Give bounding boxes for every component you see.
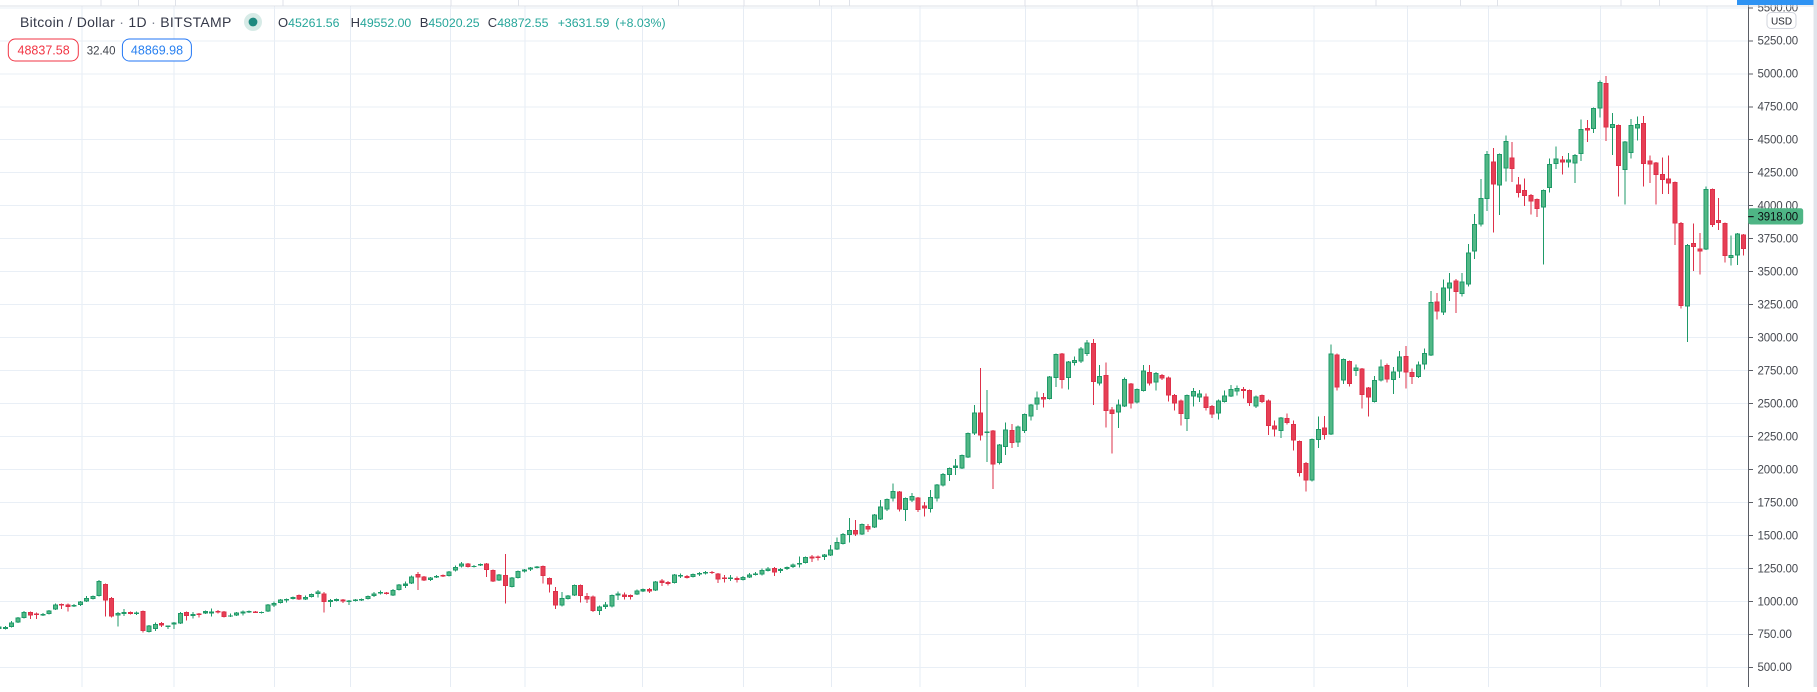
svg-text:3500.00: 3500.00 [1758,267,1799,279]
svg-text:USD: USD [1771,16,1792,27]
svg-text:4250.00: 4250.00 [1758,168,1799,180]
svg-text:2000.00: 2000.00 [1758,464,1799,476]
svg-text:32.40: 32.40 [87,45,116,57]
svg-text:3750.00: 3750.00 [1758,234,1799,246]
svg-text:B45020.25: B45020.25 [420,15,480,30]
svg-text:H49552.00: H49552.00 [351,15,412,30]
svg-text:2250.00: 2250.00 [1758,431,1799,443]
svg-text:48869.98: 48869.98 [131,43,183,57]
svg-text:(+8.03%): (+8.03%) [615,16,665,30]
svg-text:2750.00: 2750.00 [1758,365,1799,377]
svg-text:48837.58: 48837.58 [18,43,70,57]
svg-text:500.00: 500.00 [1758,662,1792,674]
svg-text:5000.00: 5000.00 [1758,69,1799,81]
svg-text:C48872.55: C48872.55 [488,15,549,30]
svg-text:+3631.59: +3631.59 [558,16,610,30]
svg-text:O45261.56: O45261.56 [278,15,340,30]
svg-text:1750.00: 1750.00 [1758,497,1799,509]
svg-text:4500.00: 4500.00 [1758,135,1799,147]
svg-text:3918.00: 3918.00 [1758,212,1799,224]
svg-text:1250.00: 1250.00 [1758,563,1799,575]
svg-text:1000.00: 1000.00 [1758,596,1799,608]
svg-text:1500.00: 1500.00 [1758,530,1799,542]
svg-text:2500.00: 2500.00 [1758,398,1799,410]
svg-text:750.00: 750.00 [1758,629,1792,641]
svg-text:3000.00: 3000.00 [1758,332,1799,344]
svg-text:3250.00: 3250.00 [1758,299,1799,311]
svg-text:4750.00: 4750.00 [1758,102,1799,114]
svg-text:5250.00: 5250.00 [1758,36,1799,48]
svg-text:Bitcoin / Dollar · 1D · BITSTA: Bitcoin / Dollar · 1D · BITSTAMP [20,14,232,30]
